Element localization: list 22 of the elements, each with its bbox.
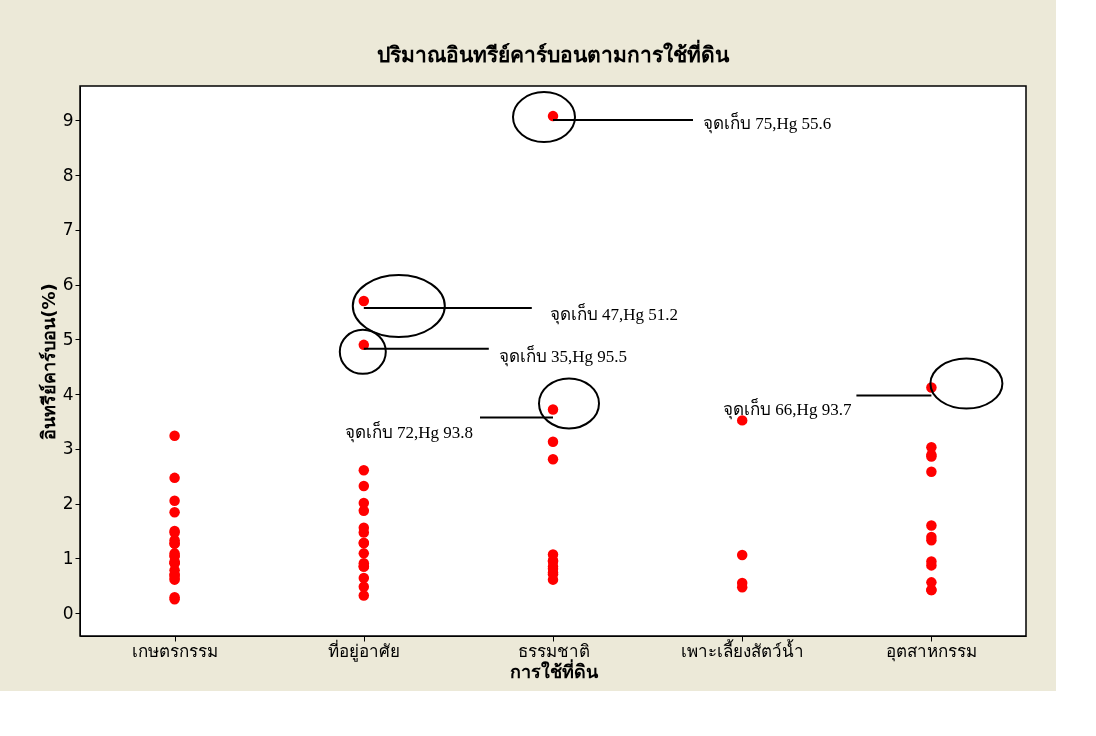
y-tick-label: 9	[62, 109, 74, 130]
x-tick-label: อุตสาหกรรม	[886, 640, 978, 662]
y-tick-label: 2	[62, 493, 74, 514]
y-tick-label: 1	[62, 547, 74, 568]
annotation: จุดเก็บ 66,Hg 93.7	[723, 397, 852, 420]
chart-title: ปริมาณอินทรีย์คาร์บอนตามการใช้ที่ดิน	[377, 39, 730, 67]
x-axis-title: การใช้ที่ดิน	[509, 658, 599, 682]
annotation: จุดเก็บ 35,Hg 95.5	[498, 344, 628, 367]
y-tick-label: 5	[62, 328, 74, 349]
y-tick-label: 7	[62, 219, 74, 240]
y-tick-label: 8	[62, 164, 74, 185]
annotation: จุดเก็บ 47,Hg 51.2	[549, 303, 679, 326]
annotation: จุดเก็บ 75,Hg 55.6	[703, 112, 832, 135]
annotation: จุดเก็บ 72,Hg 93.8	[344, 421, 473, 444]
x-tick-label: ที่อยู่อาศัย	[328, 638, 401, 662]
y-axis-title: อินทรีย์คาร์บอน(%)	[37, 283, 59, 440]
x-tick-label: เพาะเลี้ยงสัตว์น้ำ	[681, 638, 805, 661]
y-tick-label: 0	[62, 602, 74, 623]
x-tick-label: เกษตรกรรม	[132, 640, 219, 661]
y-tick-label: 4	[62, 383, 74, 404]
y-tick-label: 3	[62, 438, 74, 459]
y-tick-label: 6	[62, 274, 74, 295]
